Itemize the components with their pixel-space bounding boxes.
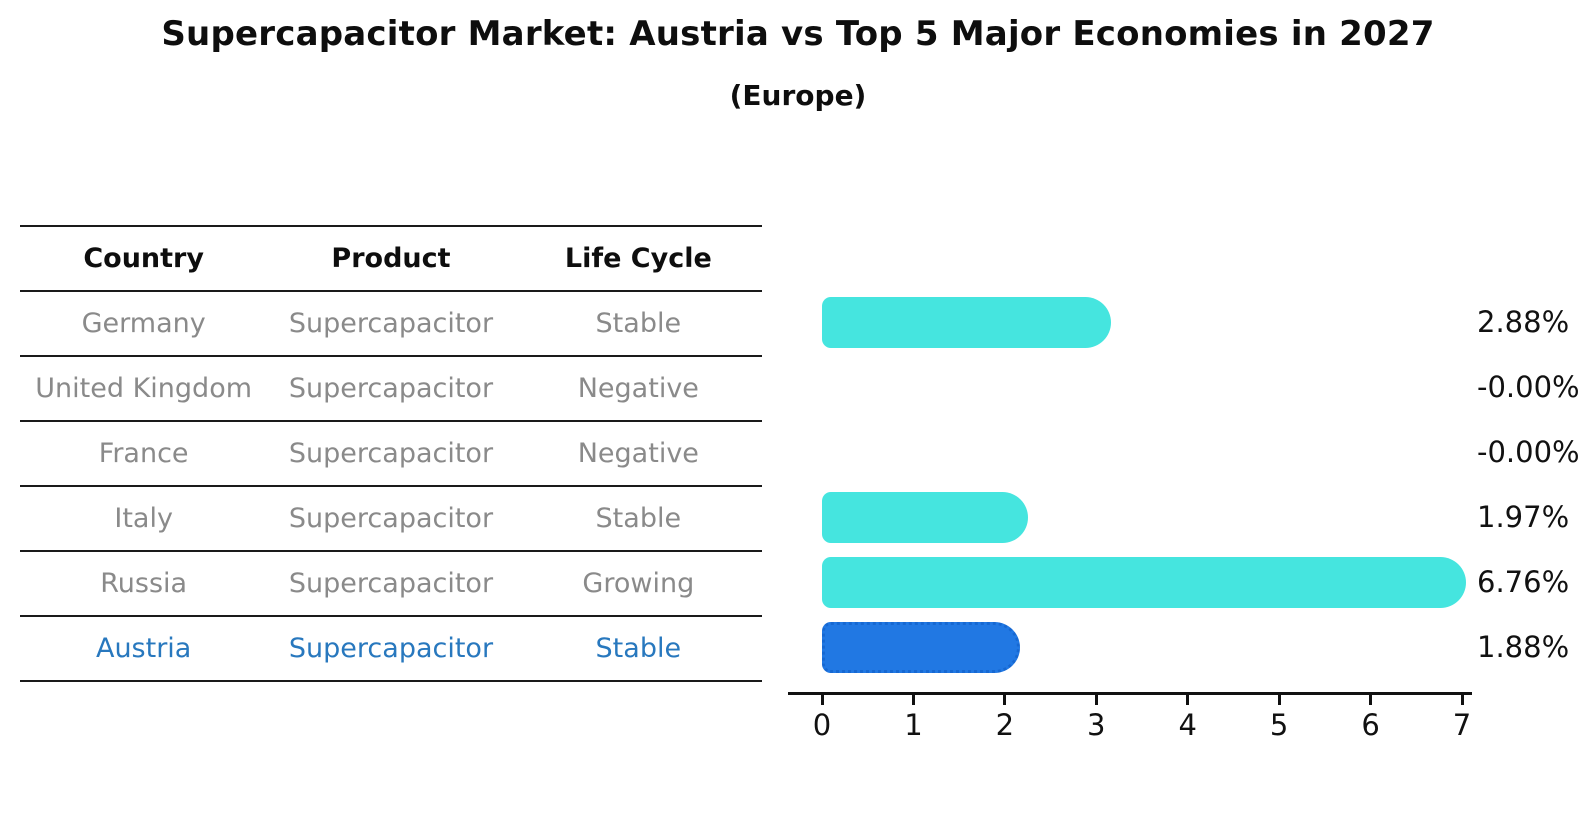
column-header-lifecycle: Life Cycle (564, 243, 712, 274)
x-axis-tick-label: 6 (1361, 708, 1380, 742)
cell-life-cycle: Stable (595, 633, 682, 664)
cell-life-cycle: Stable (595, 308, 682, 339)
cell-country: Austria (95, 633, 192, 664)
cell-product: Supercapacitor (288, 503, 494, 534)
x-axis-tick (1369, 695, 1373, 705)
cell-country: France (98, 438, 189, 469)
cell-product: Supercapacitor (288, 633, 494, 664)
cell-life-cycle: Negative (577, 438, 699, 469)
x-axis-tick-label: 7 (1452, 708, 1472, 742)
cell-country: Italy (114, 503, 173, 534)
table-header-row: Country Product Life Cycle (20, 227, 762, 292)
x-axis-tick (1277, 695, 1281, 705)
x-axis-tick-label: 1 (904, 708, 923, 742)
cell-country: Germany (81, 308, 206, 339)
value-label-france: -0.00% (1477, 435, 1580, 469)
value-label-russia: 6.76% (1477, 565, 1570, 599)
table-row-austria: Austria Supercapacitor Stable (20, 617, 762, 682)
x-axis: 0 1 2 3 4 5 6 7 (788, 692, 1472, 752)
table-row: France Supercapacitor Negative (20, 422, 762, 487)
bar-germany (822, 297, 1112, 348)
column-header-product: Product (331, 243, 451, 274)
x-axis-tick-label: 2 (995, 708, 1015, 742)
bar-italy (822, 492, 1029, 543)
table-row: Germany Supercapacitor Stable (20, 292, 762, 357)
cell-product: Supercapacitor (288, 438, 494, 469)
x-axis-tick-label: 4 (1178, 708, 1197, 742)
x-axis-tick-label: 0 (812, 708, 832, 742)
cell-product: Supercapacitor (288, 568, 494, 599)
value-label-austria: 1.88% (1477, 630, 1570, 664)
table-row: Russia Supercapacitor Growing (20, 552, 762, 617)
x-axis-tick-label: 5 (1269, 708, 1289, 742)
value-label-italy: 1.97% (1477, 500, 1570, 534)
bar-russia (822, 557, 1467, 608)
x-axis-tick (820, 695, 824, 705)
value-label-germany: 2.88% (1477, 305, 1570, 339)
x-axis-tick (911, 695, 915, 705)
chart-title: Supercapacitor Market: Austria vs Top 5 … (161, 14, 1435, 54)
x-axis-tick (1186, 695, 1190, 705)
table-row: Italy Supercapacitor Stable (20, 487, 762, 552)
x-axis-line (788, 692, 1472, 695)
column-header-country: Country (83, 243, 204, 274)
cell-life-cycle: Growing (582, 568, 695, 599)
value-label-united-kingdom: -0.00% (1477, 370, 1580, 404)
cell-country: Russia (100, 568, 188, 599)
table-row: United Kingdom Supercapacitor Negative (20, 357, 762, 422)
cell-product: Supercapacitor (288, 308, 494, 339)
x-axis-tick (1003, 695, 1007, 705)
cell-life-cycle: Stable (595, 503, 682, 534)
chart-subtitle: (Europe) (729, 79, 867, 112)
x-axis-tick (1460, 695, 1464, 705)
x-axis-tick-label: 3 (1087, 708, 1106, 742)
country-table: Country Product Life Cycle Germany Super… (20, 225, 762, 682)
cell-life-cycle: Negative (577, 373, 699, 404)
cell-product: Supercapacitor (288, 373, 494, 404)
cell-country: United Kingdom (35, 373, 253, 404)
x-axis-tick (1094, 695, 1098, 705)
bar-austria (822, 622, 1020, 673)
